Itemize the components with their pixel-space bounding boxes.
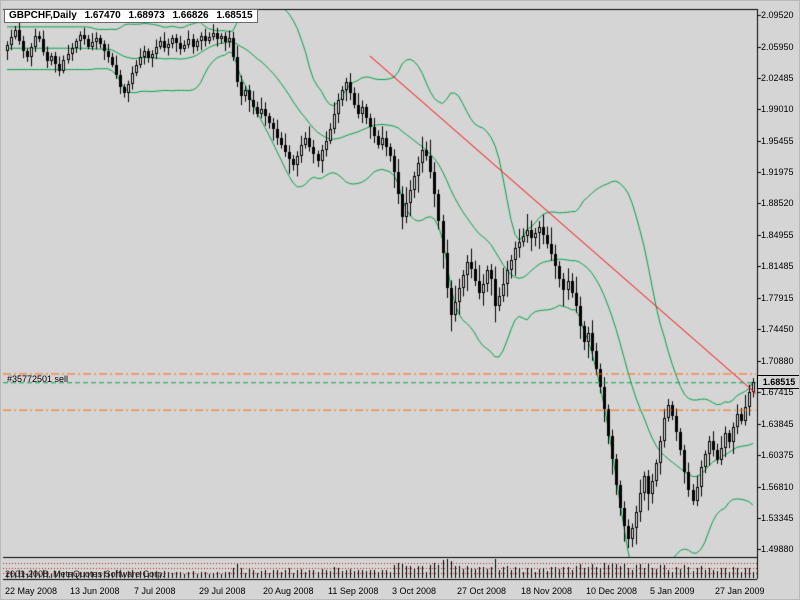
ohlc-high: 1.68973 — [128, 10, 165, 21]
order-ticket-label[interactable]: #35772501 sell — [7, 374, 69, 384]
current-price-box: 1.68515 — [757, 375, 799, 389]
ohlc-close: 1.68515 — [216, 10, 253, 21]
symbol-period-label: GBPCHF,Daily — [9, 10, 77, 21]
ohlc-low: 1.66826 — [172, 10, 209, 21]
ohlc-open: 1.67470 — [84, 10, 121, 21]
copyright-text: 2001-2008, MetaQuotes Software Corp. — [5, 569, 165, 579]
symbol-ohlc-info: GBPCHF,Daily 1.67470 1.68973 1.66826 1.6… — [4, 9, 258, 23]
